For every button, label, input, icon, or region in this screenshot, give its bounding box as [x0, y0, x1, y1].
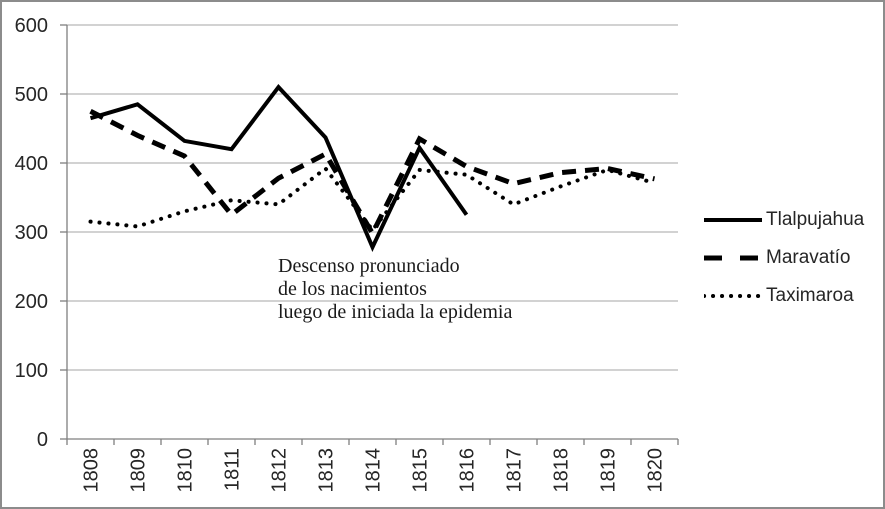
- x-tick-label: 1820: [645, 448, 667, 493]
- y-tick-label: 0: [37, 429, 48, 451]
- x-tick-label: 1810: [175, 448, 197, 493]
- legend-item-tlalpujahua: Tlalpujahua: [704, 201, 864, 239]
- x-tick-label: 1817: [504, 448, 526, 493]
- x-tick-label: 1815: [410, 448, 432, 493]
- series-line-tlalpujahua: [89, 83, 469, 253]
- y-tick-label: 500: [15, 84, 48, 106]
- legend-label-taximaroa: Taximaroa: [766, 285, 854, 306]
- y-tick-label: 100: [15, 360, 48, 382]
- x-tick-label: 1816: [457, 448, 479, 493]
- annotation-line-1: Descenso pronunciado: [278, 255, 460, 277]
- x-tick-label: 1808: [81, 448, 103, 493]
- annotation-line-2: de los nacimientos: [278, 278, 427, 300]
- legend-item-taximaroa: Taximaroa: [704, 277, 864, 315]
- chart-legend: Tlalpujahua Maravatío Taximaroa: [704, 201, 864, 315]
- y-tick-label: 300: [15, 222, 48, 244]
- legend-label-maravatio: Maravatío: [766, 247, 851, 268]
- annotation-line-3: luego de iniciada la epidemia: [278, 301, 513, 323]
- legend-label-tlalpujahua: Tlalpujahua: [766, 209, 865, 230]
- y-tick-label: 200: [15, 291, 48, 313]
- series-line-maravatío: [89, 109, 656, 239]
- legend-dotted-line-icon: [704, 294, 762, 298]
- x-tick-label: 1811: [222, 448, 244, 491]
- x-tick-label: 1809: [128, 448, 150, 493]
- x-tick-label: 1813: [316, 448, 338, 493]
- x-tick-label: 1812: [269, 448, 291, 493]
- y-tick-label: 400: [15, 153, 48, 175]
- legend-item-maravatio: Maravatío: [704, 239, 864, 277]
- x-tick-label: 1819: [598, 448, 620, 493]
- annotation-text: Descenso pronunciado de los nacimientos …: [278, 255, 512, 324]
- x-tick-label: 1818: [551, 448, 573, 493]
- legend-dashed-line-icon: [704, 255, 762, 261]
- series-line-taximaroa: [88, 165, 657, 234]
- y-tick-label: 600: [15, 15, 48, 37]
- x-tick-label: 1814: [363, 448, 385, 493]
- legend-solid-line-icon: [704, 218, 762, 222]
